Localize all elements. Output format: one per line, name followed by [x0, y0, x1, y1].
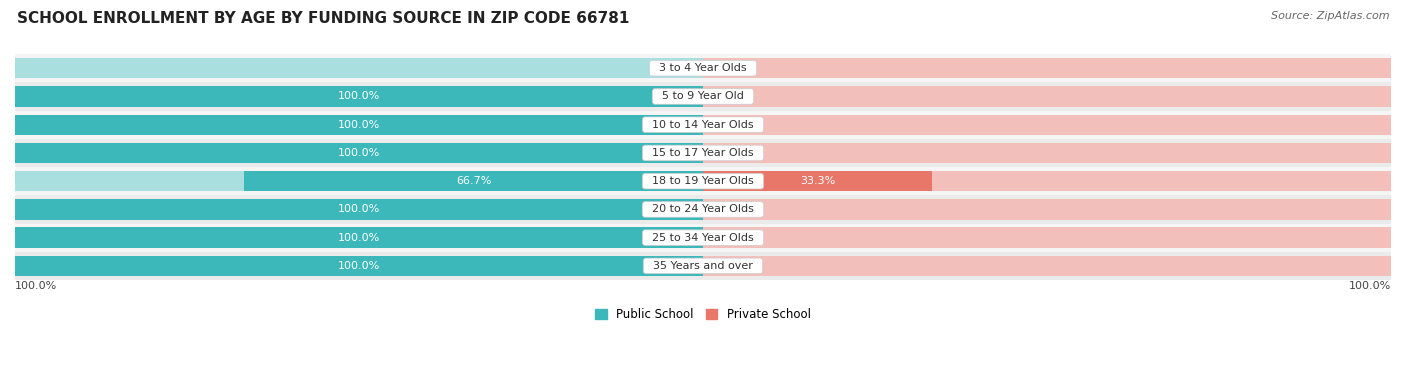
- Text: 0.0%: 0.0%: [717, 148, 745, 158]
- Text: 100.0%: 100.0%: [337, 233, 380, 243]
- Text: 5 to 9 Year Old: 5 to 9 Year Old: [655, 92, 751, 101]
- Text: 33.3%: 33.3%: [800, 176, 835, 186]
- Bar: [15, 86, 703, 107]
- Text: 0.0%: 0.0%: [717, 92, 745, 101]
- Bar: [703, 227, 1391, 248]
- Text: 10 to 14 Year Olds: 10 to 14 Year Olds: [645, 120, 761, 130]
- Bar: [15, 227, 703, 248]
- Bar: [15, 199, 703, 219]
- Bar: [15, 227, 703, 248]
- Text: SCHOOL ENROLLMENT BY AGE BY FUNDING SOURCE IN ZIP CODE 66781: SCHOOL ENROLLMENT BY AGE BY FUNDING SOUR…: [17, 11, 630, 26]
- Bar: [15, 115, 703, 135]
- Bar: [703, 58, 1391, 78]
- Text: 100.0%: 100.0%: [1348, 281, 1391, 291]
- Text: 66.7%: 66.7%: [456, 176, 491, 186]
- Text: 18 to 19 Year Olds: 18 to 19 Year Olds: [645, 176, 761, 186]
- Bar: [15, 143, 703, 163]
- Text: Source: ZipAtlas.com: Source: ZipAtlas.com: [1271, 11, 1389, 21]
- Bar: [703, 171, 1391, 192]
- Text: 100.0%: 100.0%: [337, 261, 380, 271]
- Bar: [15, 82, 1391, 110]
- Text: 100.0%: 100.0%: [337, 92, 380, 101]
- Text: 100.0%: 100.0%: [337, 120, 380, 130]
- Bar: [703, 86, 1391, 107]
- Bar: [15, 143, 703, 163]
- Bar: [15, 139, 1391, 167]
- Text: 100.0%: 100.0%: [337, 148, 380, 158]
- Bar: [703, 256, 1391, 276]
- Bar: [15, 110, 1391, 139]
- Text: 25 to 34 Year Olds: 25 to 34 Year Olds: [645, 233, 761, 243]
- Bar: [15, 195, 1391, 224]
- Bar: [15, 58, 703, 78]
- Text: 35 Years and over: 35 Years and over: [647, 261, 759, 271]
- Legend: Public School, Private School: Public School, Private School: [591, 303, 815, 326]
- Bar: [15, 252, 1391, 280]
- Text: 20 to 24 Year Olds: 20 to 24 Year Olds: [645, 204, 761, 215]
- Bar: [15, 171, 703, 192]
- Bar: [15, 86, 703, 107]
- Text: 3 to 4 Year Olds: 3 to 4 Year Olds: [652, 63, 754, 73]
- Bar: [703, 143, 1391, 163]
- Bar: [703, 171, 932, 192]
- Text: 0.0%: 0.0%: [717, 120, 745, 130]
- Text: 0.0%: 0.0%: [717, 204, 745, 215]
- Bar: [703, 115, 1391, 135]
- Text: 100.0%: 100.0%: [337, 204, 380, 215]
- Bar: [15, 115, 703, 135]
- Text: 100.0%: 100.0%: [15, 281, 58, 291]
- Bar: [15, 224, 1391, 252]
- Text: 0.0%: 0.0%: [717, 63, 745, 73]
- Bar: [15, 54, 1391, 82]
- Text: 15 to 17 Year Olds: 15 to 17 Year Olds: [645, 148, 761, 158]
- Bar: [15, 256, 703, 276]
- Bar: [15, 167, 1391, 195]
- Bar: [703, 199, 1391, 219]
- Bar: [15, 256, 703, 276]
- Bar: [245, 171, 703, 192]
- Text: 0.0%: 0.0%: [717, 261, 745, 271]
- Text: 0.0%: 0.0%: [654, 63, 682, 73]
- Bar: [15, 199, 703, 219]
- Text: 0.0%: 0.0%: [717, 233, 745, 243]
